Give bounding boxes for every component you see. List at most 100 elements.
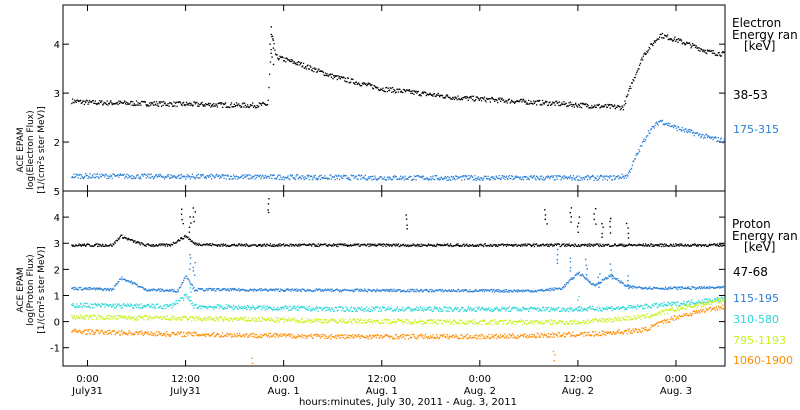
data-point-47-68 [577,245,579,247]
data-point-310-580 [135,305,137,307]
data-point-310-580 [98,303,100,305]
data-point-47-68 [547,245,549,247]
data-point-38-53 [476,96,478,98]
data-point-47-68 [465,244,467,246]
data-point-38-53 [101,100,103,102]
data-point-115-195 [130,282,132,284]
data-point-38-53 [213,105,216,107]
data-point-175-315 [563,178,565,180]
data-point-38-53 [660,33,662,36]
data-point-175-315 [623,177,625,179]
data-point-795-1193 [152,317,154,319]
data-point-115-195 [184,277,186,279]
data-point-47-68 [313,244,316,246]
data-point-795-1193 [105,318,107,321]
data-point-795-1193 [300,318,302,321]
data-point-795-1193 [96,318,99,320]
data-point-175-315 [285,176,287,179]
data-point-795-1193 [272,320,274,322]
data-point-38-53 [258,102,260,104]
data-point-795-1193 [322,322,324,324]
data-point-38-53 [84,100,86,102]
data-point-115-195 [539,289,541,292]
spike-point-38-53 [272,47,275,49]
data-point-310-580 [349,307,352,310]
data-point-38-53 [320,70,322,72]
data-point-310-580 [337,309,339,311]
data-point-310-580 [627,307,629,309]
data-point-47-68 [680,243,683,245]
data-point-115-195 [311,290,313,292]
data-point-795-1193 [276,319,278,321]
data-point-175-315 [681,127,683,129]
data-point-175-315 [458,177,460,179]
data-point-310-580 [121,306,124,309]
data-point-47-68 [439,244,441,247]
data-point-310-580 [432,310,434,313]
data-point-115-195 [691,286,693,288]
data-point-47-68 [616,245,618,247]
data-point-175-315 [508,174,511,177]
data-point-175-315 [185,176,188,178]
data-point-38-53 [326,73,328,75]
data-point-47-68 [160,243,163,245]
data-point-38-53 [564,103,566,106]
data-point-47-68 [494,245,497,247]
data-point-47-68 [578,244,580,246]
data-point-175-315 [124,177,126,179]
data-point-175-315 [659,120,661,122]
data-point-47-68 [477,245,480,247]
data-point-310-580 [584,308,586,310]
data-point-38-53 [136,104,138,106]
data-point-310-580 [205,306,207,308]
data-point-47-68 [551,244,553,246]
data-point-310-580 [205,306,208,308]
data-point-38-53 [331,73,333,75]
data-point-175-315 [703,137,705,139]
data-point-115-195 [631,285,633,287]
data-point-175-315 [233,174,235,176]
data-point-795-1193 [153,317,155,319]
data-point-47-68 [574,243,576,245]
data-point-115-195 [494,289,497,292]
data-point-115-195 [640,287,642,289]
data-point-47-68 [352,244,354,246]
data-point-47-68 [188,238,191,240]
data-point-38-53 [495,99,497,101]
data-point-175-315 [490,176,492,178]
data-point-310-580 [119,304,121,307]
data-point-38-53 [256,104,258,107]
data-point-310-580 [213,308,215,310]
data-point-115-195 [419,290,421,292]
data-point-47-68 [235,244,238,246]
data-point-795-1193 [79,318,81,320]
data-point-175-315 [294,178,297,181]
data-point-38-53 [206,103,208,106]
data-point-47-68 [413,244,415,246]
data-point-38-53 [263,103,266,105]
data-point-47-68 [260,245,263,248]
data-point-115-195 [200,287,202,290]
data-point-795-1193 [259,320,261,322]
data-point-310-580 [548,310,550,312]
spike-point-115-195 [585,264,587,267]
data-point-115-195 [316,288,318,290]
data-point-47-68 [282,243,284,246]
data-point-115-195 [658,287,660,290]
data-point-38-53 [144,101,146,103]
data-point-38-53 [714,52,716,55]
data-point-310-580 [690,301,692,303]
data-point-175-315 [480,177,483,179]
data-point-310-580 [286,307,288,310]
data-point-310-580 [419,306,422,308]
data-point-115-195 [675,288,678,290]
data-point-310-580 [408,307,411,309]
data-point-310-580 [468,307,470,310]
data-point-310-580 [366,309,369,311]
data-point-115-195 [149,289,152,291]
data-point-175-315 [193,176,195,178]
data-point-47-68 [447,243,449,245]
data-point-175-315 [476,177,478,179]
data-point-175-315 [195,176,197,178]
data-point-310-580 [458,310,461,313]
